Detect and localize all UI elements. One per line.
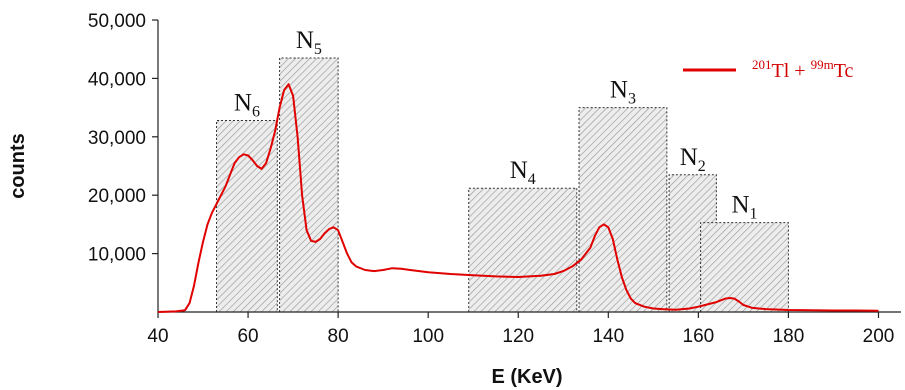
- x-axis-title: E (KeV): [491, 366, 562, 388]
- window-N4: [468, 188, 577, 312]
- window-label-N6: N6: [234, 89, 260, 120]
- window-label-N1: N1: [731, 192, 757, 223]
- x-tick-label: 200: [863, 326, 895, 347]
- y-tick-label: 20,000: [88, 186, 146, 207]
- axes: 40 60 80 100 120 140 160 180 200 10,000 20,000 30,0…: [88, 11, 901, 347]
- x-tick-label: 160: [683, 326, 715, 347]
- y-tick-label: 10,000: [88, 245, 146, 266]
- window-N1: [700, 222, 789, 312]
- x-tick-label: 80: [328, 326, 349, 347]
- window-border-N3: [578, 107, 668, 312]
- legend: 201Tl + 99mTc: [683, 57, 854, 82]
- window-border-N1: [700, 222, 789, 312]
- x-tick-label: 100: [412, 326, 444, 347]
- x-tick-label: 120: [502, 326, 534, 347]
- window-border-N4: [468, 187, 578, 312]
- x-tick-label: 60: [237, 326, 258, 347]
- legend-label: 201Tl + 99mTc: [752, 57, 854, 82]
- series-layer: [157, 83, 879, 313]
- window-label-N5: N5: [296, 27, 322, 58]
- y-tick-label: 50,000: [88, 11, 146, 32]
- x-tick-label: 180: [773, 326, 805, 347]
- series-line: [157, 83, 879, 313]
- window-label-N4: N4: [510, 157, 536, 188]
- window-border-N6: [216, 119, 278, 312]
- window-N6: [216, 120, 278, 312]
- x-tick-label: 40: [147, 326, 168, 347]
- window-N5: [279, 57, 339, 313]
- x-tick-label: 140: [592, 326, 624, 347]
- y-tick-label: 40,000: [88, 69, 146, 90]
- window-labels: N6 N5 N4 N3 N2 N1: [234, 27, 758, 223]
- y-tick-label: 30,000: [88, 128, 146, 149]
- y-axis-title: counts: [7, 133, 29, 199]
- window-label-N3: N3: [610, 77, 636, 108]
- window-label-N2: N2: [680, 144, 706, 175]
- energy-windows: [216, 57, 789, 313]
